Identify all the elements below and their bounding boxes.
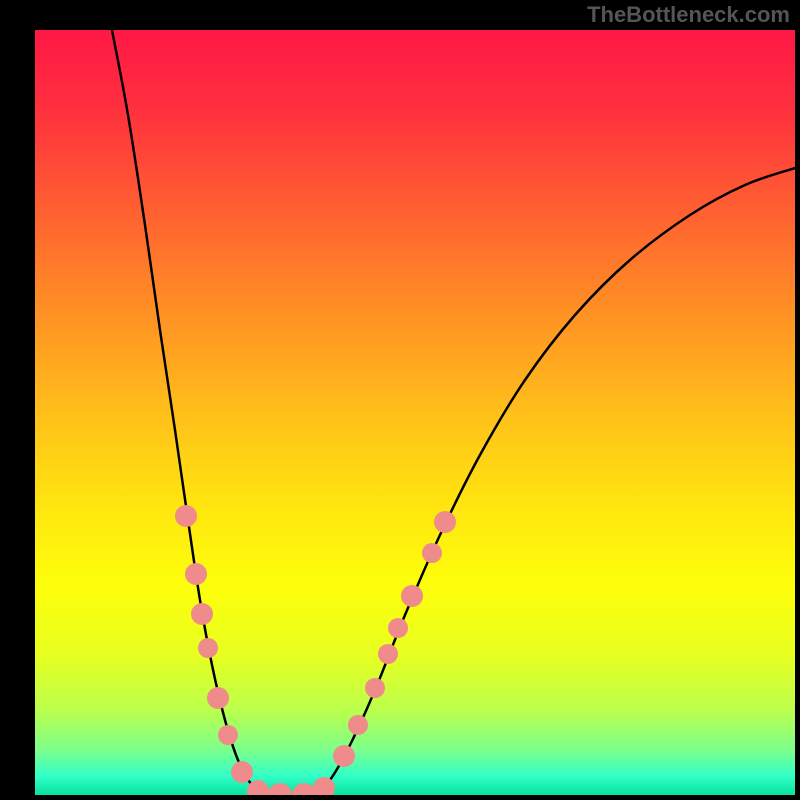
marker-point [292, 783, 316, 800]
marker-point [333, 745, 355, 767]
marker-point [348, 715, 368, 735]
chart-svg [0, 0, 800, 800]
main-curve [112, 30, 795, 795]
marker-point [231, 761, 253, 783]
marker-point [207, 687, 229, 709]
watermark-text: TheBottleneck.com [587, 2, 790, 28]
marker-point [191, 603, 213, 625]
marker-point [388, 618, 408, 638]
marker-point [365, 678, 385, 698]
marker-point [313, 777, 335, 799]
marker-point [268, 783, 292, 800]
marker-point [198, 638, 218, 658]
marker-point [175, 505, 197, 527]
marker-point [378, 644, 398, 664]
marker-point [401, 585, 423, 607]
marker-point [422, 543, 442, 563]
marker-point [434, 511, 456, 533]
chart-container: TheBottleneck.com [0, 0, 800, 800]
marker-point [218, 725, 238, 745]
marker-point [185, 563, 207, 585]
